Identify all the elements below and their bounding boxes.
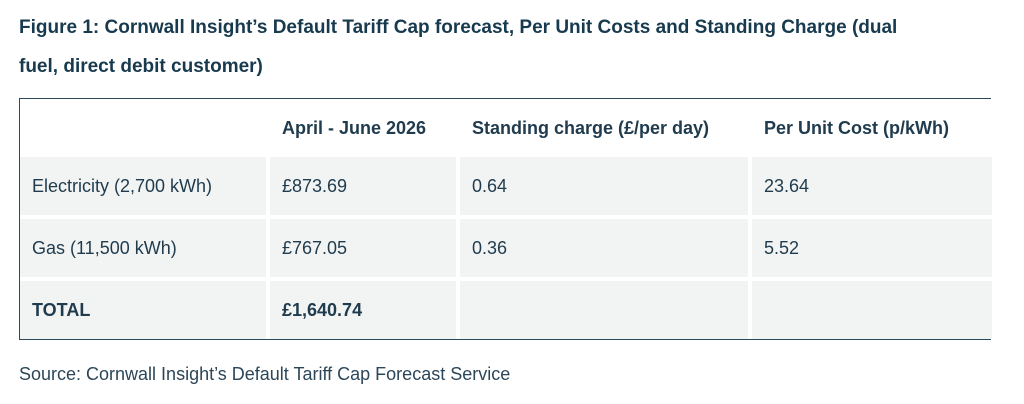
table-header-row: April - June 2026 Standing charge (£/per… (20, 99, 992, 157)
figure-title: Figure 1: Cornwall Insight’s Default Tar… (19, 8, 1009, 86)
standing-charge-cell (460, 281, 752, 339)
row-label: Electricity (2,700 kWh) (20, 157, 270, 220)
standing-charge-cell: 0.64 (460, 157, 752, 220)
row-label: TOTAL (20, 281, 270, 339)
row-label: Gas (11,500 kWh) (20, 219, 270, 282)
table-row-electricity: Electricity (2,700 kWh) £873.69 0.64 23.… (20, 157, 992, 220)
source-note: Source: Cornwall Insight’s Default Tarif… (19, 364, 511, 384)
header-cell-period: April - June 2026 (270, 99, 460, 157)
per-unit-cost-cell: 5.52 (752, 219, 992, 282)
table-row-gas: Gas (11,500 kWh) £767.05 0.36 5.52 (20, 219, 992, 282)
header-cell-per-unit-cost: Per Unit Cost (p/kWh) (752, 99, 992, 157)
tariff-table-container: April - June 2026 Standing charge (£/per… (19, 98, 992, 340)
per-unit-cost-cell (752, 281, 992, 339)
header-cell-standing-charge: Standing charge (£/per day) (460, 99, 752, 157)
period-cost-cell: £767.05 (270, 219, 460, 282)
period-cost-cell: £873.69 (270, 157, 460, 220)
standing-charge-cell: 0.36 (460, 219, 752, 282)
per-unit-cost-cell: 23.64 (752, 157, 992, 220)
period-cost-cell: £1,640.74 (270, 281, 460, 339)
figure-title-line-1: Figure 1: Cornwall Insight’s Default Tar… (19, 17, 898, 38)
header-cell-empty (20, 99, 270, 157)
tariff-table: April - June 2026 Standing charge (£/per… (20, 99, 992, 339)
figure-title-line-2: fuel, direct debit customer) (19, 56, 263, 77)
table-row-total: TOTAL £1,640.74 (20, 281, 992, 339)
